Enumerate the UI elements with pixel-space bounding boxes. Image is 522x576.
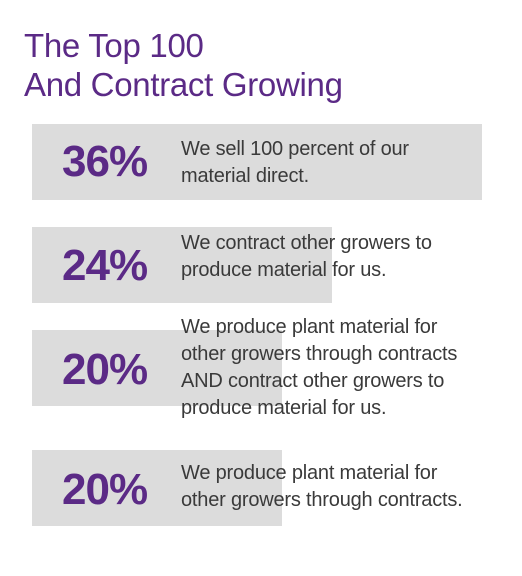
bar-produce-for-others	[32, 450, 282, 526]
chart-title-line-1: The Top 100	[24, 27, 204, 64]
bar-contract-others	[32, 227, 332, 303]
chart-title: The Top 100 And Contract Growing	[24, 26, 343, 104]
description-sell-direct: We sell 100 percent of our material dire…	[181, 138, 409, 187]
stat-row-produce-for-others: 20% We produce plant material for other …	[0, 450, 522, 526]
bar-produce-and-contract	[32, 330, 282, 406]
stat-row-contract-others: 24% We contract other growers to produce…	[0, 227, 522, 303]
percent-label-sell-direct: 36%	[62, 137, 148, 186]
description-contract-others: We contract other growers to produce mat…	[181, 232, 432, 281]
bar-sell-direct	[32, 124, 482, 200]
percent-label-contract-others: 24%	[62, 241, 148, 290]
stat-row-produce-and-contract: 20% We produce plant material for other …	[0, 314, 522, 442]
percent-label-produce-for-others: 20%	[62, 465, 148, 514]
description-produce-and-contract: We produce plant material for other grow…	[181, 316, 458, 419]
percent-label-produce-and-contract: 20%	[62, 345, 148, 394]
stat-row-sell-direct: 36% We sell 100 percent of our material …	[0, 124, 522, 200]
chart-title-line-2: And Contract Growing	[24, 66, 343, 103]
description-produce-for-others: We produce plant material for other grow…	[181, 462, 463, 511]
